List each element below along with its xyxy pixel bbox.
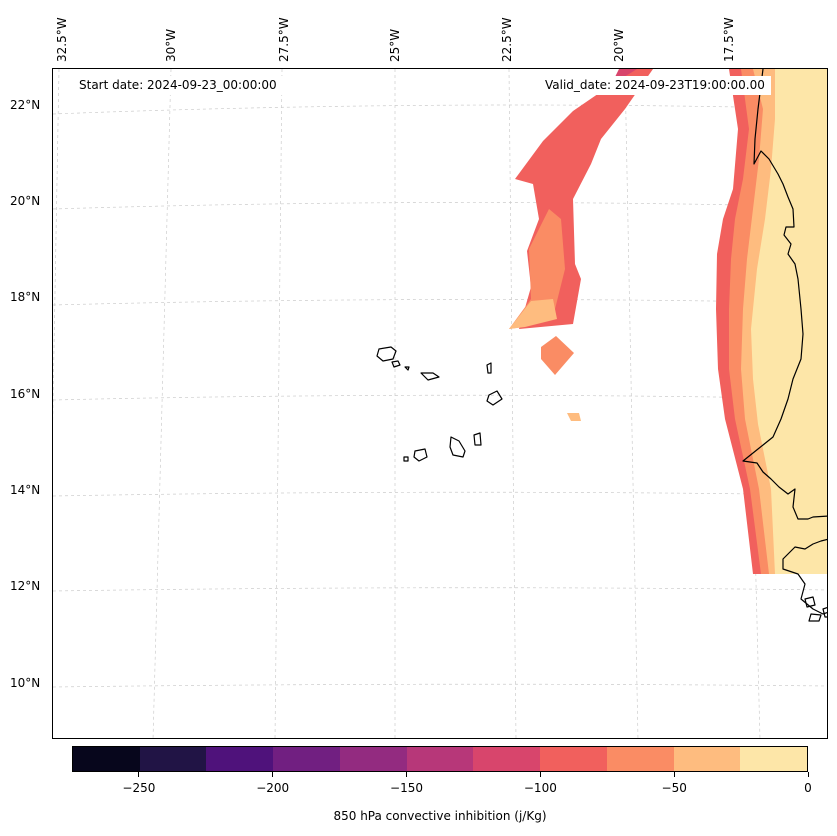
cape-verde-sao-vicente — [391, 360, 401, 368]
colorbar — [72, 746, 808, 772]
colorbar-segment — [206, 747, 274, 771]
plume-light — [509, 299, 557, 329]
cape-verde-santa-luzia — [404, 366, 410, 371]
colorbar-segment — [73, 747, 140, 771]
colorbar-tick-label: −200 — [256, 781, 290, 795]
colorbar-tick — [807, 772, 809, 777]
colorbar-tick — [539, 772, 541, 777]
lon-label: 22.5°W — [500, 17, 514, 62]
colorbar-tick-label: −50 — [661, 781, 687, 795]
cape-verde-sao-nicolau — [420, 372, 440, 381]
lat-label: 20°N — [10, 194, 41, 208]
patch-orange — [541, 336, 574, 375]
map-canvas — [53, 69, 827, 738]
lon-label: 27.5°W — [277, 17, 291, 62]
cape-verde-fogo — [413, 448, 428, 462]
valid-date-label: Valid_date: 2024-09-23T19:00:00.00 — [539, 76, 771, 95]
colorbar-tick — [673, 772, 675, 777]
colorbar-tick — [272, 772, 274, 777]
cape-verde-sal — [486, 362, 492, 374]
graticule — [53, 69, 827, 738]
colorbar-segment — [139, 747, 207, 771]
lon-label: 30°W — [164, 28, 178, 62]
cin-fill — [509, 69, 827, 574]
lat-label: 10°N — [10, 676, 41, 690]
colorbar-segment — [473, 747, 541, 771]
lat-label: 18°N — [10, 290, 41, 304]
patch-small — [567, 413, 581, 421]
plume-orange — [509, 209, 565, 329]
colorbar-tick-label: −150 — [390, 781, 424, 795]
lat-label: 14°N — [10, 483, 41, 497]
coastlines — [376, 69, 827, 622]
colorbar-tick-label: −250 — [122, 781, 156, 795]
africa-coastline — [742, 69, 827, 615]
cape-verde-brava — [403, 456, 409, 462]
lon-label: 25°W — [388, 28, 402, 62]
colorbar-tick-label: 0 — [804, 781, 812, 795]
colorbar-segment — [606, 747, 674, 771]
lon-label: 20°W — [612, 28, 626, 62]
colorbar-label: 850 hPa convective inhibition (j/Kg) — [333, 809, 547, 823]
colorbar-tick — [406, 772, 408, 777]
coast-band-yellow — [751, 69, 827, 574]
cape-verde-santiago — [449, 436, 466, 458]
lon-label: 17.5°W — [722, 17, 736, 62]
lat-label: 16°N — [10, 387, 41, 401]
colorbar-segment — [339, 747, 407, 771]
colorbar-segment — [273, 747, 340, 771]
map-frame — [52, 68, 828, 739]
cape-verde-santo-antao — [376, 346, 397, 362]
lat-label: 12°N — [10, 579, 41, 593]
colorbar-segment — [540, 747, 607, 771]
bijagos-islands — [804, 596, 827, 622]
lat-label: 22°N — [10, 98, 41, 112]
cape-verde-boa-vista — [486, 390, 503, 406]
colorbar-segment — [673, 747, 741, 771]
colorbar-segment — [406, 747, 474, 771]
start-date-label: Start date: 2024-09-23_00:00:00 — [73, 76, 283, 95]
cape-verde-maio — [473, 432, 482, 446]
colorbar-tick-label: −100 — [523, 781, 557, 795]
colorbar-tick — [138, 772, 140, 777]
lon-label: 32.5°W — [55, 17, 69, 62]
colorbar-segment — [740, 747, 808, 771]
